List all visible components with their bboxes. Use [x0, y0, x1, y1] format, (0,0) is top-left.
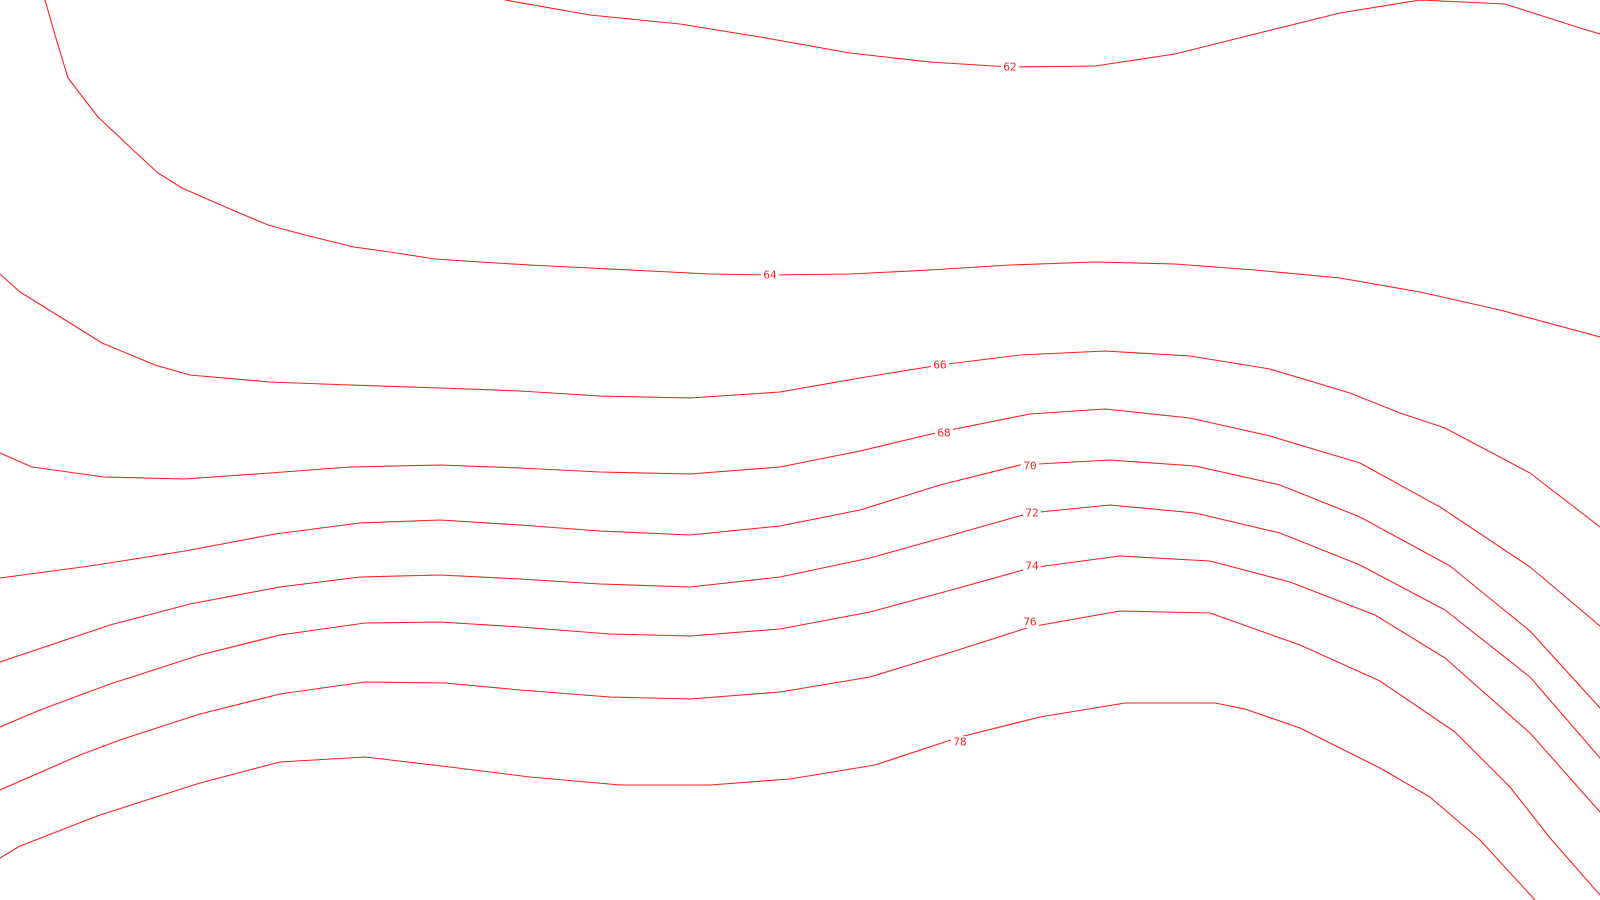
- contour-label-66: 66: [933, 359, 946, 372]
- contour-label-bg-70: [1021, 460, 1039, 472]
- contour-label-bg-78: [951, 736, 969, 748]
- contour-label-bg-62: [1001, 61, 1019, 73]
- contour-line-66-1: [0, 273, 1600, 528]
- contour-label-64: 64: [763, 269, 777, 282]
- contour-label-74: 74: [1025, 560, 1039, 573]
- contour-label-bg-68: [935, 427, 953, 439]
- contour-label-bg-74: [1023, 560, 1041, 572]
- contour-label-bg-72: [1023, 507, 1041, 519]
- contour-line-72: [0, 555, 1600, 813]
- contour-line-68: [0, 459, 1600, 709]
- contour-label-70: 70: [1023, 460, 1036, 473]
- contour-line-76: [0, 702, 1536, 900]
- contour-line-64: [44, 0, 1600, 338]
- contour-label-72: 72: [1025, 507, 1038, 520]
- contour-label-bg-76: [1021, 616, 1039, 628]
- contour-line-62: [504, 0, 1600, 68]
- contour-label-78: 78: [953, 736, 966, 749]
- contour-line-70: [0, 504, 1600, 759]
- contour-label-68: 68: [937, 427, 950, 440]
- contour-label-bg-66: [931, 359, 949, 371]
- contour-label-62: 62: [1003, 61, 1016, 74]
- contour-line-74: [0, 610, 1600, 896]
- contour-line-66-2: [0, 408, 1600, 627]
- contour-label-76: 76: [1023, 616, 1036, 629]
- contour-label-bg-64: [761, 269, 779, 281]
